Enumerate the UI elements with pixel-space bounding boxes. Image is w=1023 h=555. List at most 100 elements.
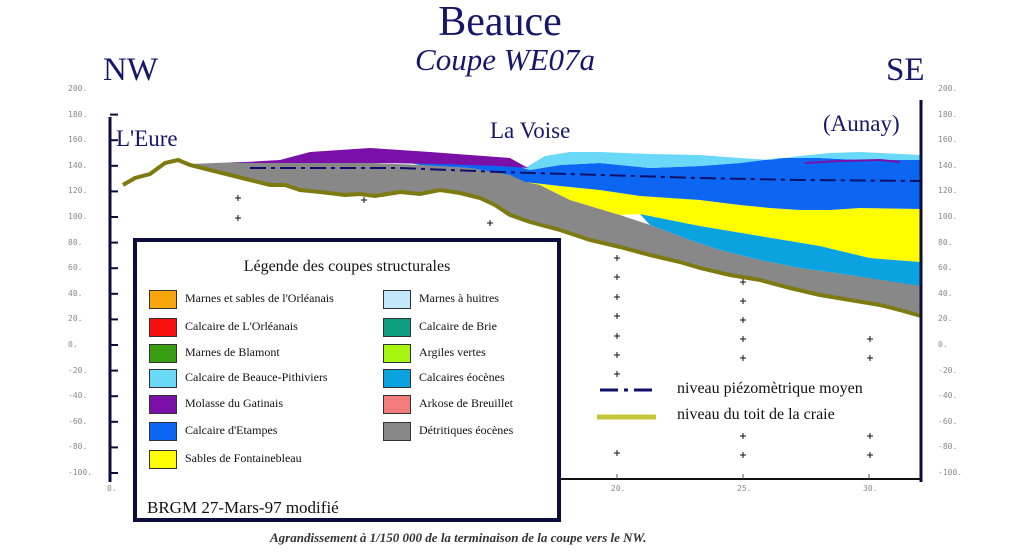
y-tick-label: 180. — [68, 109, 88, 119]
legend-swatch — [383, 344, 411, 363]
legend-item-label: Molasse du Gatinais — [185, 396, 283, 410]
x-tick-label: 30. — [863, 484, 878, 493]
borehole-marker — [614, 255, 620, 261]
borehole-marker — [740, 298, 746, 304]
legend-swatch — [383, 369, 411, 388]
borehole-marker — [614, 352, 620, 358]
borehole-marker — [740, 279, 746, 285]
borehole-marker — [614, 313, 620, 319]
layer-calcaire-beauce — [525, 152, 921, 170]
y-tick-label: 160. — [68, 135, 88, 145]
piezometric-legend-label: niveau piézomètrique moyen — [677, 380, 863, 397]
y-tick-label: 80. — [68, 237, 83, 247]
legend-item-label: Détritiques éocènes — [419, 423, 514, 437]
legend-swatch — [383, 395, 411, 414]
x-tick-label: 20. — [611, 484, 626, 493]
y-tick-label: 140. — [68, 160, 88, 170]
borehole-marker — [614, 450, 620, 456]
y-tick-label: 160. — [938, 135, 958, 145]
legend-swatch — [149, 422, 177, 441]
legend-item-label: Calcaire de Brie — [419, 319, 497, 333]
legend-item-label: Arkose de Breuillet — [419, 396, 513, 410]
borehole-marker — [867, 452, 873, 458]
piezometric-line — [250, 167, 922, 182]
y-tick-label: 100. — [938, 212, 958, 221]
borehole-marker — [487, 220, 493, 226]
chalk-top-line — [121, 157, 922, 318]
layer-calcaires-eocenes — [640, 214, 921, 286]
layer-molasse-thin — [804, 158, 901, 164]
legend-swatch — [149, 290, 177, 309]
legend-item-label: Argiles vertes — [419, 345, 486, 359]
y-tick-label: 60. — [938, 263, 953, 273]
place-aunay: (Aunay) — [823, 111, 900, 136]
chalk-legend-label: niveau du toit de la craie — [677, 406, 835, 423]
legend-item-label: Marnes de Blamont — [185, 345, 280, 359]
y-tick-label: 20. — [68, 314, 83, 324]
y-tick-label: -60. — [938, 416, 958, 426]
legend-title: Légende des coupes structurales — [243, 258, 451, 275]
y-tick-label: -100. — [68, 468, 93, 477]
caption: Agrandissement à 1/150 000 de la termina… — [270, 530, 647, 545]
layer-molasse-gatinais — [230, 148, 528, 168]
y-tick-label: -20. — [68, 365, 88, 375]
legend-item-label: Calcaire de L'Orléanais — [185, 319, 298, 333]
borehole-marker — [614, 333, 620, 339]
y-tick-label: 60. — [68, 263, 83, 273]
borehole-marker — [740, 452, 746, 458]
legend-item-label: Calcaires éocènes — [419, 370, 505, 384]
legend-swatch — [149, 318, 177, 337]
place-voise: La Voise — [490, 118, 571, 143]
borehole-marker — [740, 336, 746, 342]
legend-swatch — [149, 369, 177, 388]
borehole-marker — [867, 336, 873, 342]
legend-item-label: Marnes et sables de l'Orléanais — [185, 291, 334, 305]
y-tick-label: 20. — [938, 314, 953, 324]
legend-swatch — [383, 290, 411, 309]
legend-swatch — [149, 395, 177, 414]
y-tick-label: -20. — [938, 365, 958, 375]
y-tick-label: 200. — [938, 84, 958, 93]
y-tick-label: -40. — [68, 391, 88, 401]
legend-swatch — [149, 450, 177, 469]
y-tick-label: 200. — [68, 84, 88, 93]
direction-se: SE — [886, 52, 925, 88]
page-title: Beauce — [438, 0, 562, 45]
y-tick-label: 80. — [938, 237, 953, 247]
borehole-marker — [235, 215, 241, 221]
legend-box: Légende des coupes structurales Marnes e… — [133, 238, 561, 522]
borehole-marker — [614, 274, 620, 280]
place-eure: L'Eure — [116, 126, 178, 151]
y-tick-label: -100. — [938, 468, 963, 477]
legend-swatch — [149, 344, 177, 363]
borehole-marker — [867, 355, 873, 361]
legend-item-label: Calcaire d'Etampes — [185, 423, 278, 437]
y-tick-label: 140. — [938, 160, 958, 170]
y-tick-label: -60. — [68, 416, 88, 426]
y-tick-label: -80. — [938, 442, 958, 452]
y-tick-label: 0. — [68, 340, 78, 349]
y-tick-label: 40. — [938, 288, 953, 298]
layer-calcaire-etampes — [400, 158, 921, 210]
borehole-marker — [361, 197, 367, 203]
layer-detritiques-eocenes — [190, 162, 921, 316]
section-subtitle: Coupe WE07a — [415, 42, 595, 77]
y-tick-label: 0. — [938, 340, 948, 349]
layer-sables-fontainebleau — [525, 182, 921, 262]
legend-item-label: Sables de Fontainebleau — [185, 451, 302, 465]
borehole-marker — [740, 433, 746, 439]
y-tick-label: 180. — [938, 109, 958, 119]
borehole-marker — [235, 195, 241, 201]
legend-swatch — [383, 422, 411, 441]
borehole-marker — [740, 317, 746, 323]
y-tick-label: -40. — [938, 391, 958, 401]
y-tick-label: 100. — [68, 212, 88, 221]
y-tick-label: 120. — [938, 186, 958, 196]
y-tick-label: -80. — [68, 442, 88, 452]
credit: BRGM 27-Mars-97 modifié — [147, 498, 339, 517]
y-tick-label: 40. — [68, 288, 83, 298]
borehole-marker — [867, 433, 873, 439]
legend-item-label: Marnes à huitres — [419, 291, 499, 305]
borehole-marker — [614, 371, 620, 377]
